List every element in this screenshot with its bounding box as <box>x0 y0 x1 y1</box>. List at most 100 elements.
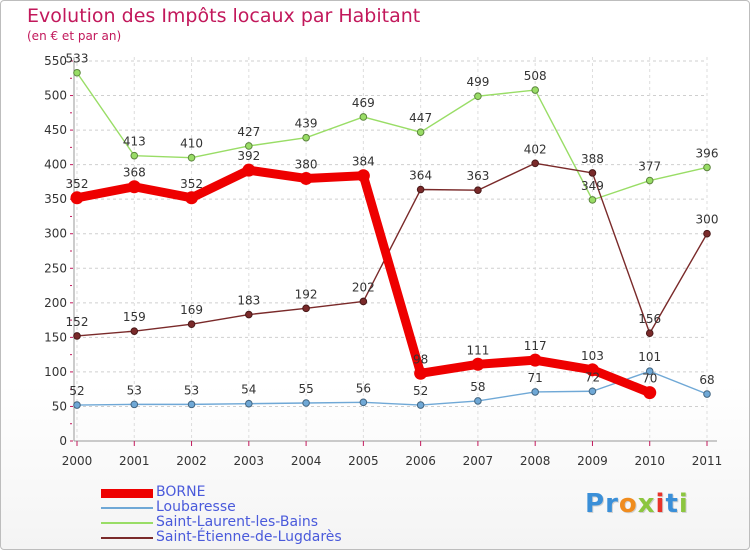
series-line-loubaresse <box>76 370 708 406</box>
point-loubaresse <box>359 398 368 407</box>
y-tick-label: 100 <box>44 365 67 379</box>
y-tick-label: 550 <box>44 54 67 68</box>
data-label-saint-laurent-les-bains: 413 <box>123 135 146 149</box>
point-saint-laurent-les-bains <box>73 68 81 77</box>
chart-title: Evolution des Impôts locaux par Habitant <box>27 5 421 27</box>
y-tick-label: 400 <box>44 158 67 172</box>
chart-subtitle: (en € et par an) <box>27 29 122 43</box>
point-borne <box>242 163 256 177</box>
x-tick-label: 2010 <box>634 454 665 468</box>
data-label-loubaresse: 71 <box>528 371 543 385</box>
point-borne <box>528 353 542 367</box>
data-label-loubaresse: 72 <box>585 370 600 384</box>
point-borne <box>356 169 370 183</box>
data-label-loubaresse: 58 <box>470 380 485 394</box>
data-label-saint-tienne-de-lugdar-s: 152 <box>66 315 89 329</box>
data-label-saint-laurent-les-bains: 469 <box>352 96 375 110</box>
x-tick-label: 2007 <box>463 454 494 468</box>
point-saint-tienne-de-lugdar-s <box>531 159 539 168</box>
y-tick-label: 200 <box>44 296 67 310</box>
point-borne <box>299 171 313 185</box>
point-borne <box>471 357 485 371</box>
x-tick-label: 2004 <box>291 454 322 468</box>
point-loubaresse <box>474 397 482 405</box>
data-label-loubaresse: 101 <box>638 350 661 364</box>
point-loubaresse <box>73 401 81 409</box>
data-label-loubaresse: 68 <box>699 373 714 387</box>
legend-label: Saint-Étienne-de-Lugdarès <box>156 529 342 545</box>
point-saint-tienne-de-lugdar-s <box>187 320 196 329</box>
data-label-borne: 352 <box>180 177 203 191</box>
line-chart: 0 50 100 150 200 250 300 350 400 450 500 550 2000 200… <box>44 52 723 468</box>
data-label-loubaresse: 52 <box>69 384 84 398</box>
y-tick-label: 0 <box>59 434 67 448</box>
series-line-saint-laurent-les-bains <box>76 72 708 201</box>
point-saint-tienne-de-lugdar-s <box>588 169 597 177</box>
point-borne <box>185 191 199 205</box>
point-loubaresse <box>245 399 253 408</box>
point-saint-laurent-les-bains <box>245 142 253 150</box>
point-saint-laurent-les-bains <box>130 151 139 160</box>
grid-lines <box>76 57 708 441</box>
y-tick-label: 500 <box>44 89 67 103</box>
point-borne <box>127 180 141 194</box>
point-saint-laurent-les-bains <box>645 176 654 185</box>
data-label-borne: 103 <box>581 349 604 363</box>
data-label-saint-tienne-de-lugdar-s: 364 <box>409 169 432 183</box>
legend-label: Saint-Laurent-les-Bains <box>156 514 319 530</box>
data-label-borne: 352 <box>66 177 89 191</box>
legend-swatch <box>101 522 153 524</box>
point-saint-laurent-les-bains <box>416 128 425 136</box>
point-saint-laurent-les-bains <box>302 133 310 142</box>
data-label-borne: 98 <box>413 352 428 366</box>
x-tick-label: 2001 <box>119 454 150 468</box>
point-loubaresse <box>416 401 425 409</box>
data-label-saint-laurent-les-bains: 427 <box>237 125 260 139</box>
x-tick-label: 2011 <box>692 454 723 468</box>
x-tick-label: 2005 <box>348 454 379 468</box>
x-tick-label: 2002 <box>176 454 207 468</box>
point-borne <box>643 386 657 400</box>
point-saint-tienne-de-lugdar-s <box>474 186 482 194</box>
legend-swatch <box>101 537 153 539</box>
y-tick-label: 150 <box>44 330 67 344</box>
point-saint-laurent-les-bains <box>588 196 597 204</box>
x-tick-label: 2003 <box>234 454 265 468</box>
x-tick-label: 2009 <box>577 454 608 468</box>
point-loubaresse <box>130 400 139 409</box>
point-borne <box>70 191 84 205</box>
point-saint-tienne-de-lugdar-s <box>130 327 139 335</box>
data-label-saint-tienne-de-lugdar-s: 169 <box>180 303 203 317</box>
data-label-borne: 117 <box>524 339 547 353</box>
point-saint-laurent-les-bains <box>474 92 482 101</box>
data-label-borne: 70 <box>642 372 657 386</box>
point-loubaresse <box>187 400 196 409</box>
point-saint-laurent-les-bains <box>359 113 368 121</box>
point-saint-laurent-les-bains <box>703 163 711 172</box>
point-loubaresse <box>645 367 654 376</box>
data-label-saint-tienne-de-lugdar-s: 192 <box>295 287 318 301</box>
data-label-borne: 380 <box>295 157 318 171</box>
point-saint-tienne-de-lugdar-s <box>245 310 253 319</box>
point-saint-tienne-de-lugdar-s <box>73 332 81 340</box>
data-label-saint-tienne-de-lugdar-s: 363 <box>466 169 489 183</box>
data-label-saint-tienne-de-lugdar-s: 402 <box>524 142 547 156</box>
x-tick-label: 2006 <box>405 454 436 468</box>
legend-label: Loubaresse <box>156 499 236 515</box>
legend-swatch <box>101 488 153 498</box>
series-line-saint-tienne-de-lugdar-s <box>76 162 708 337</box>
data-label-borne: 368 <box>123 166 146 180</box>
point-loubaresse <box>302 399 310 407</box>
point-loubaresse <box>531 388 539 396</box>
legend-swatch <box>101 507 153 509</box>
y-tick-label: 300 <box>44 227 67 241</box>
data-label-loubaresse: 56 <box>356 381 371 395</box>
data-label-saint-laurent-les-bains: 349 <box>581 179 604 193</box>
data-label-saint-laurent-les-bains: 499 <box>466 75 489 89</box>
point-saint-laurent-les-bains <box>187 153 196 162</box>
data-label-saint-tienne-de-lugdar-s: 388 <box>581 152 604 166</box>
y-tick-label: 50 <box>52 399 67 413</box>
data-label-saint-laurent-les-bains: 447 <box>409 111 432 125</box>
point-saint-tienne-de-lugdar-s <box>645 329 654 338</box>
